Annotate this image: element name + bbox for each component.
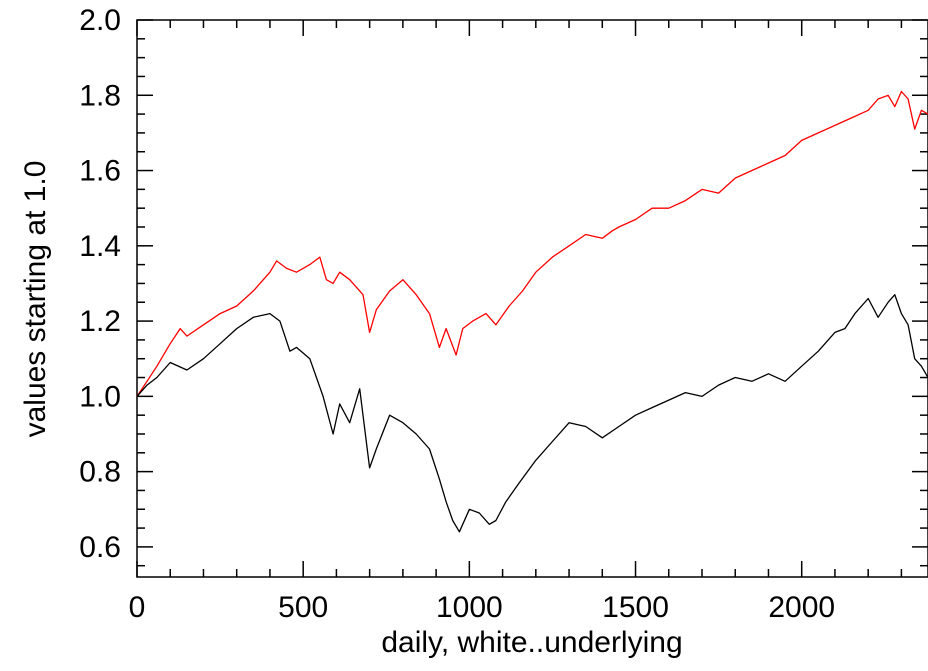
- y-axis-title: values starting at 1.0: [19, 161, 52, 438]
- series-line-red: [136, 90, 928, 397]
- y-tick-label: 1.4: [79, 230, 121, 263]
- x-tick-label: 500: [278, 591, 328, 624]
- x-tick-label: 1500: [602, 591, 669, 624]
- x-tick-label: 1000: [436, 591, 503, 624]
- x-tick-label: 2000: [768, 591, 835, 624]
- x-axis-title: daily, white..underlying: [381, 626, 682, 659]
- y-tick-label: 1.0: [79, 380, 121, 413]
- y-tick-label: 1.2: [79, 305, 121, 338]
- y-tick-label: 1.8: [79, 79, 121, 112]
- y-tick-label: 0.8: [79, 456, 121, 489]
- ticks: [136, 19, 928, 577]
- y-tick-label: 1.6: [79, 155, 121, 188]
- y-tick-label: 2.0: [79, 4, 121, 37]
- tick-labels: 0 500 1000 1500 2000 0.6 0.8 1.0 1.2 1.4 1.6 1.8 2.0: [79, 4, 835, 624]
- x-tick-label: 0: [129, 591, 146, 624]
- series-line-black: [136, 294, 928, 533]
- y-tick-label: 0.6: [79, 531, 121, 564]
- series-group: [136, 90, 928, 533]
- plot-frame: [136, 19, 928, 578]
